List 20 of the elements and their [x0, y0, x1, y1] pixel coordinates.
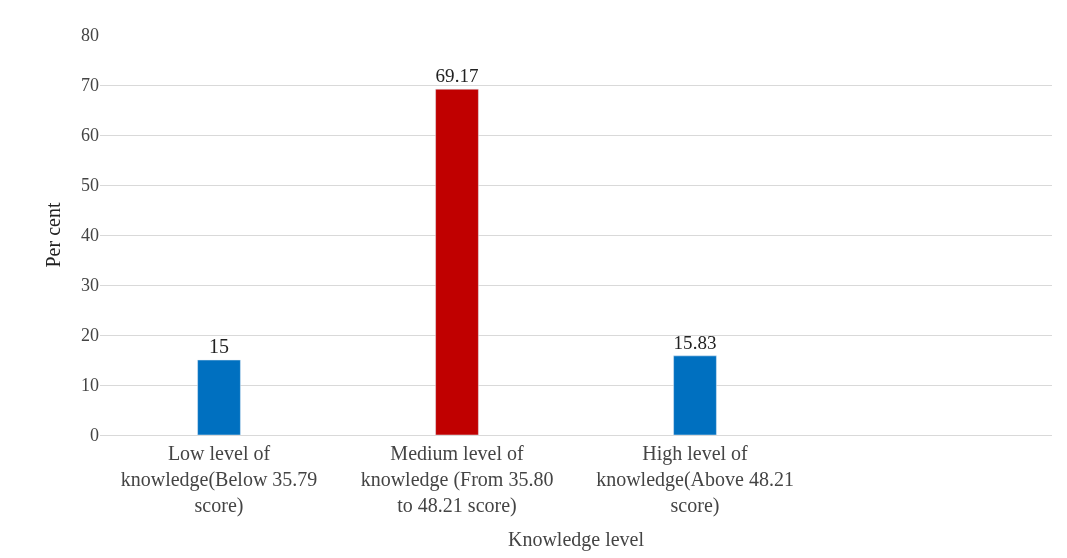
- y-tick-label: 70: [81, 75, 99, 96]
- y-tick-label: 50: [81, 175, 99, 196]
- y-tick-label: 80: [81, 25, 99, 46]
- data-label: 69.17: [435, 65, 479, 87]
- data-label: 15.83: [673, 332, 717, 354]
- x-tick-label: High level of knowledge(Above 48.21 score): [596, 442, 794, 517]
- bar: [673, 355, 717, 435]
- x-axis-title: Knowledge level: [507, 527, 645, 551]
- y-tick-label: 60: [81, 125, 99, 146]
- y-tick-label: 10: [81, 375, 99, 396]
- bar: [435, 88, 479, 435]
- data-label: 15: [209, 335, 229, 357]
- x-tick-label: Medium level of knowledge (From 35.80 to 48.21 score): [360, 442, 554, 517]
- bar: [197, 359, 241, 435]
- y-axis-title: Per cent: [41, 202, 64, 268]
- y-tick-label: 40: [81, 225, 99, 246]
- y-tick-label: 0: [90, 425, 99, 446]
- y-tick-label: 20: [81, 325, 99, 346]
- y-tick-label: 30: [81, 275, 99, 296]
- x-tick-label: Low level of knowledge(Below 35.79 score): [120, 442, 318, 517]
